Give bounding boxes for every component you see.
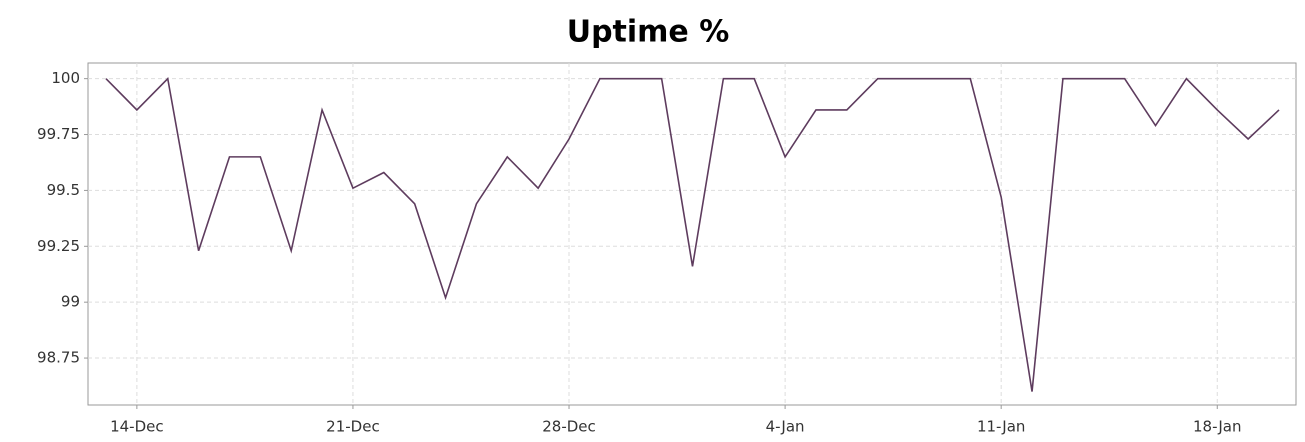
y-tick-label: 98.75 xyxy=(37,349,80,367)
x-tick-label: 18-Jan xyxy=(1193,418,1241,436)
plot-area xyxy=(87,62,1297,406)
y-tick-label: 100 xyxy=(51,69,80,87)
y-tick-label: 99.5 xyxy=(47,181,80,199)
x-tick-label: 14-Dec xyxy=(110,418,164,436)
x-tick-label: 28-Dec xyxy=(542,418,596,436)
series-line xyxy=(105,76,1280,392)
x-tick-label: 21-Dec xyxy=(326,418,380,436)
y-tick-label: 99.75 xyxy=(37,125,80,143)
y-tick-label: 99 xyxy=(61,293,80,311)
chart-title: Uptime % xyxy=(567,15,730,50)
y-tick-label: 99.25 xyxy=(37,237,80,255)
x-tick-label: 11-Jan xyxy=(977,418,1025,436)
x-tick-label: 4-Jan xyxy=(766,418,805,436)
